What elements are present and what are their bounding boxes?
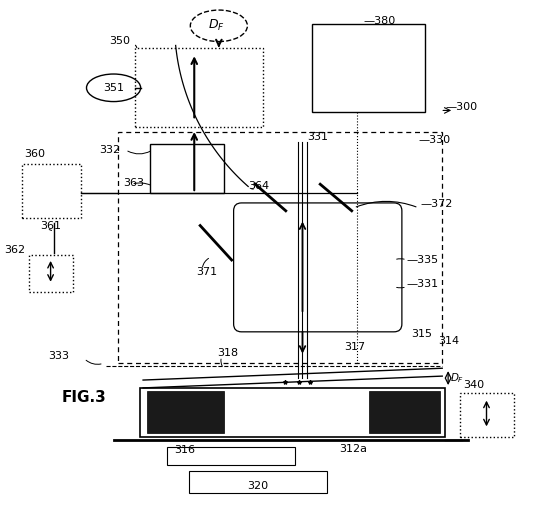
Text: 317: 317 [344,342,365,352]
Text: $D_F$: $D_F$ [450,371,464,385]
Text: 332: 332 [99,145,121,155]
Text: 362: 362 [4,245,25,255]
Text: FIG.3: FIG.3 [61,391,106,405]
Text: 340: 340 [463,380,484,390]
Text: —335: —335 [407,255,439,265]
Text: 333: 333 [48,352,70,361]
Text: 318: 318 [217,348,238,358]
FancyBboxPatch shape [369,391,440,433]
Text: —300: —300 [445,102,477,112]
Text: 331: 331 [307,132,329,142]
Text: 320: 320 [248,482,269,491]
Text: 371: 371 [196,267,217,277]
Text: 316: 316 [175,445,195,455]
Text: 312a: 312a [339,444,367,454]
Text: —330: —330 [419,135,451,145]
Text: 311: 311 [160,400,181,411]
Text: 350: 350 [109,35,130,46]
Text: 315: 315 [411,329,432,339]
FancyBboxPatch shape [147,391,224,433]
Text: 363: 363 [123,178,144,188]
Text: —372: —372 [421,199,453,209]
Text: —331: —331 [407,279,439,289]
Text: 351: 351 [103,83,124,93]
Text: 361: 361 [40,220,61,230]
Text: 314: 314 [438,336,459,346]
Text: 360: 360 [24,149,45,159]
Text: $D_F$: $D_F$ [207,18,224,33]
Text: 364: 364 [248,181,269,191]
Text: —380: —380 [363,16,396,26]
